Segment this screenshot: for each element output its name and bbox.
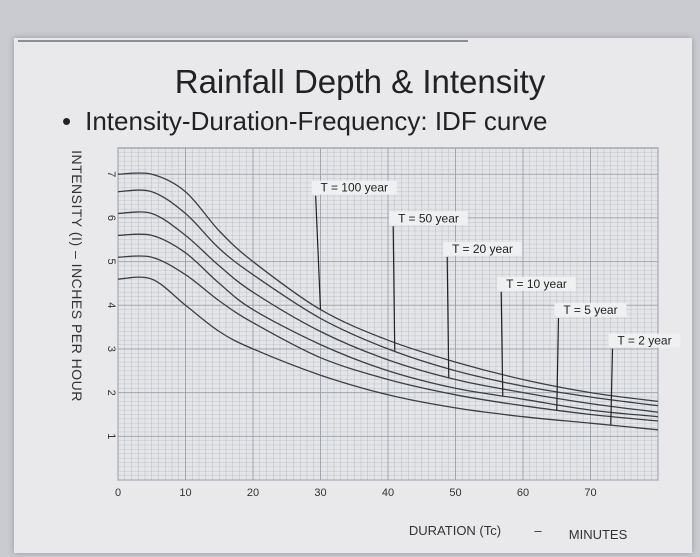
bullet-point: • Intensity-Duration-Frequency: IDF curve <box>62 106 548 137</box>
y-tick-label: 5 <box>105 259 117 265</box>
x-axis-unit: MINUTES <box>569 527 628 542</box>
x-tick-label: 30 <box>314 487 326 499</box>
x-tick-label: 0 <box>115 487 121 499</box>
y-tick-label: 6 <box>105 215 117 221</box>
annotation-box <box>443 241 522 256</box>
x-tick-label: 10 <box>179 487 191 499</box>
curve-series-3 <box>117 233 659 418</box>
annotation-label: T = 20 year <box>452 242 513 256</box>
annotation-leader <box>500 291 504 396</box>
curves <box>117 172 659 431</box>
axes: 0 10 20 30 40 50 60 70 1 2 3 4 5 6 7 <box>105 171 597 499</box>
y-tick-label: 2 <box>105 390 117 396</box>
annotation-box <box>608 333 681 348</box>
x-tick-label: 50 <box>449 487 461 499</box>
bullet-text: Intensity-Duration-Frequency: IDF curve <box>85 106 548 136</box>
annotation-leader <box>556 317 560 411</box>
annotations: T = 100 year T = 50 year T = 20 year T = 10… <box>311 180 681 426</box>
curve-series-0 <box>117 172 659 403</box>
y-tick-label: 1 <box>105 433 117 439</box>
x-tick-label: 60 <box>517 487 529 499</box>
annotation-box <box>311 180 397 195</box>
x-tick-label: 70 <box>584 487 596 499</box>
bullet-dot-icon: • <box>62 106 72 136</box>
annotation-box <box>554 303 627 317</box>
x-tick-label: 40 <box>382 487 394 499</box>
annotation-box <box>497 276 576 291</box>
annotation-label: T = 100 year <box>321 181 389 195</box>
y-tick-label: 3 <box>105 346 117 352</box>
annotation-label: T = 10 year <box>506 277 567 291</box>
annotation-label: T = 5 year <box>563 303 617 317</box>
slide-top-rule <box>18 40 468 42</box>
annotation-box <box>389 211 468 226</box>
annotation-leader <box>610 348 614 426</box>
annotation-leader <box>446 256 450 378</box>
curve-series-1 <box>117 189 659 407</box>
curve-series-4 <box>117 255 659 422</box>
x-axis-dash: – <box>534 523 542 538</box>
y-tick-label: 7 <box>105 171 117 177</box>
annotation-leader <box>392 226 396 352</box>
y-tick-label: 4 <box>105 302 117 308</box>
curve-series-5 <box>117 276 659 431</box>
curve-series-2 <box>117 211 659 413</box>
slide-title: Rainfall Depth & Intensity <box>174 63 546 100</box>
annotation-label: T = 2 year <box>617 334 671 348</box>
x-tick-label: 20 <box>247 487 259 499</box>
x-axis-label: DURATION (Tc) <box>409 523 501 538</box>
annotation-leader <box>315 195 322 310</box>
annotation-label: T = 50 year <box>398 211 459 225</box>
